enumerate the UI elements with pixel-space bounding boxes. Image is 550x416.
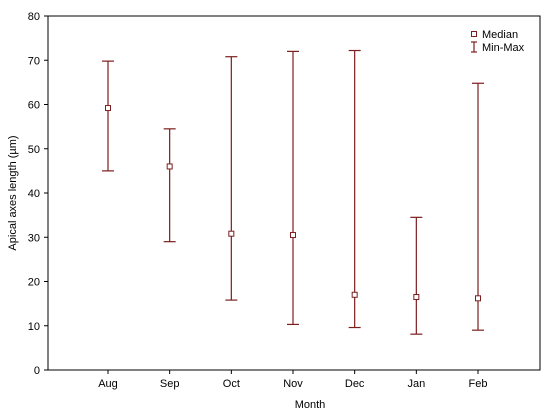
- legend-median-symbol: [471, 31, 477, 37]
- x-tick-label: Oct: [223, 378, 240, 390]
- y-axis-title: Apical axes length (µm): [7, 135, 19, 250]
- legend-minmax-symbol: [471, 41, 477, 53]
- y-tick-label: 20: [28, 277, 40, 289]
- plot-frame: [47, 15, 541, 371]
- y-tick-label: 60: [28, 100, 40, 112]
- median-marker: [290, 232, 296, 239]
- y-tick-label: 10: [28, 321, 40, 333]
- x-tick-label: Aug: [98, 378, 118, 390]
- median-marker: [228, 230, 235, 237]
- median-marker: [475, 295, 481, 302]
- y-tick-label: 80: [28, 11, 40, 23]
- x-axis-title: Month: [295, 399, 326, 411]
- median-marker: [166, 163, 173, 170]
- y-tick-label: 0: [34, 365, 40, 377]
- min-max-bars: [102, 49, 484, 335]
- y-tick-label: 30: [28, 232, 40, 244]
- median-marker: [413, 293, 420, 300]
- x-tick-label: Dec: [345, 378, 365, 390]
- legend-median-label: Median: [482, 29, 518, 41]
- x-tick-label: Sep: [160, 378, 180, 390]
- axes: 0 10 20 30 40 50 60 70 80 Aug Sep Oct Nov Dec Jan Feb Mo…: [7, 11, 541, 411]
- x-tick-label: Jan: [407, 378, 425, 390]
- median-marker: [105, 105, 111, 112]
- median-marker: [351, 291, 358, 298]
- x-tick-label: Nov: [283, 378, 303, 390]
- y-tick-label: 70: [28, 55, 40, 67]
- x-tick-label: Feb: [469, 378, 488, 390]
- y-tick-label: 40: [28, 188, 40, 200]
- median-points: [105, 105, 481, 302]
- legend-minmax-label: Min-Max: [482, 42, 525, 54]
- y-tick-label: 50: [28, 144, 40, 156]
